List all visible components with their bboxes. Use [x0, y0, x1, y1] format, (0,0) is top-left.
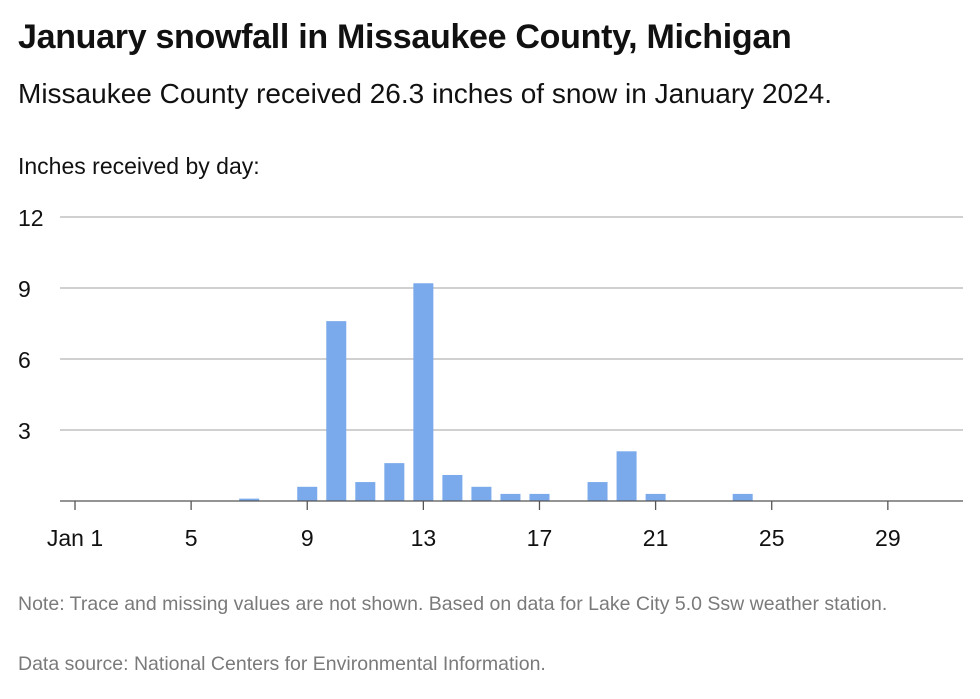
bar-jan-9	[297, 486, 318, 501]
bar-jan-11	[355, 482, 376, 501]
data-source: Data source: National Centers for Enviro…	[18, 653, 546, 675]
y-tick-label-9: 9	[18, 276, 31, 302]
x-tick-label-9: 9	[301, 525, 314, 551]
x-tick-label-17: 17	[527, 525, 553, 551]
chart-title: January snowfall in Missaukee County, Mi…	[18, 18, 792, 56]
axes: 3 6 9 12 Jan 1 5 9 13 17 21 25 29	[18, 205, 963, 551]
snowfall-bar-chart: 3 6 9 12 Jan 1 5 9 13 17 21 25 29	[18, 205, 963, 551]
y-tick-label-12: 12	[18, 205, 44, 231]
bar-jan-20	[616, 451, 637, 501]
bar-jan-15	[471, 486, 492, 501]
y-axis-caption: Inches received by day:	[18, 153, 260, 179]
bar-jan-13	[413, 283, 434, 501]
y-tick-label-3: 3	[18, 418, 31, 444]
bar-jan-10	[326, 321, 347, 501]
bar-jan-7	[239, 498, 260, 501]
bar-jan-17	[529, 493, 550, 501]
bar-jan-21	[645, 493, 666, 501]
bar-jan-19	[587, 482, 608, 501]
x-tick-label-5: 5	[185, 525, 198, 551]
chart-subtitle: Missaukee County received 26.3 inches of…	[18, 78, 833, 109]
x-tick-label-25: 25	[759, 525, 785, 551]
footnote: Note: Trace and missing values are not s…	[18, 593, 888, 615]
bars	[239, 283, 753, 501]
x-tick-label-29: 29	[875, 525, 901, 551]
bar-jan-12	[384, 463, 405, 501]
y-tick-label-6: 6	[18, 347, 31, 373]
bar-jan-14	[442, 474, 463, 501]
x-tick-label-21: 21	[643, 525, 669, 551]
gridlines	[60, 216, 963, 431]
bar-jan-16	[500, 493, 521, 501]
x-tick-label-1: Jan 1	[47, 525, 103, 551]
x-tick-label-13: 13	[411, 525, 437, 551]
bar-jan-24	[732, 493, 753, 501]
